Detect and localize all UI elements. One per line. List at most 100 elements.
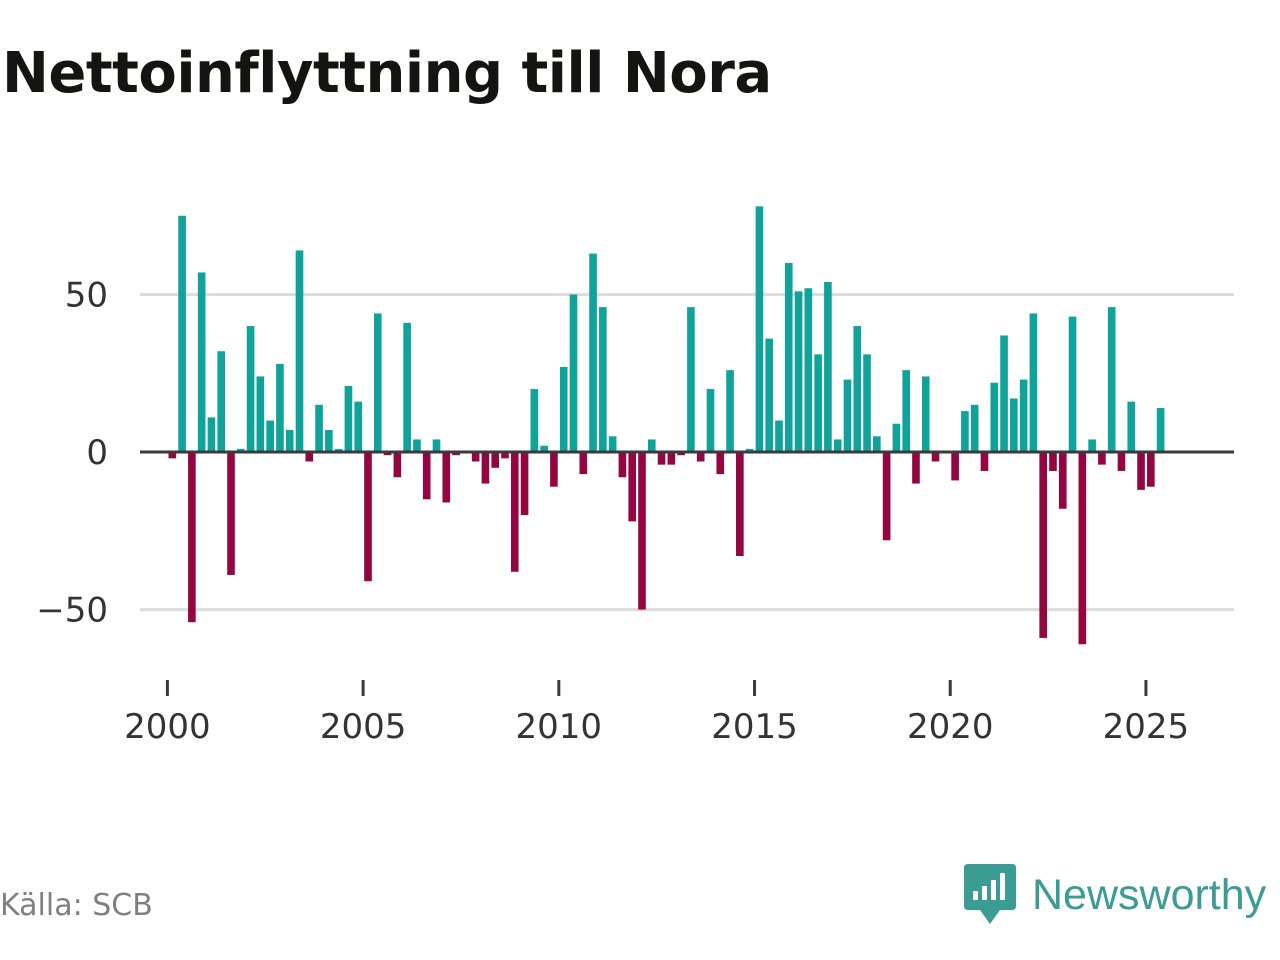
bar-2019-q3	[931, 452, 940, 462]
x-axis: 2000 2005 2010 2015 2020 2025	[124, 680, 1189, 747]
bar-2024-q4	[1137, 452, 1145, 490]
bar-2018-q1	[873, 436, 881, 453]
y-tick-label: −50	[36, 591, 108, 631]
bar-2013-q4	[706, 389, 715, 453]
bar-2005-q1	[364, 452, 372, 582]
bar-2017-q4	[863, 354, 871, 453]
bar-2009-q2	[530, 389, 539, 453]
x-tick-label: 2010	[516, 707, 603, 747]
bar-2022-q1	[1029, 313, 1038, 453]
bar-2012-q2	[647, 439, 656, 453]
bar-2010-q4	[589, 253, 597, 453]
bar-2023-q4	[1098, 452, 1106, 465]
bar-2021-q4	[1019, 379, 1028, 453]
x-tick-label: 2000	[124, 707, 211, 747]
bar-2004-q4	[354, 401, 363, 453]
bar-2001-q4	[236, 448, 245, 453]
bar-2023-q2	[1078, 452, 1087, 645]
bar-2000-q3	[188, 452, 196, 623]
bar-2002-q1	[246, 326, 255, 453]
bar-2004-q1	[325, 430, 333, 453]
bar-2003-q2	[295, 250, 304, 453]
bar-2007-q2	[452, 452, 460, 456]
bar-2012-q1	[638, 452, 646, 610]
bar-2001-q3	[227, 452, 235, 575]
source-note: Källa: SCB	[0, 888, 153, 923]
bar-2022-q4	[1058, 452, 1067, 509]
x-tick-label: 2020	[907, 707, 994, 747]
bar-2019-q2	[921, 376, 930, 453]
bar-2024-q2	[1117, 452, 1126, 471]
gridlines	[140, 293, 1234, 612]
bar-2016-q1	[794, 291, 803, 453]
x-tick-label: 2025	[1103, 707, 1190, 747]
bar-2000-q4	[197, 272, 206, 453]
bar-2009-q4	[550, 452, 558, 487]
bar-2012-q4	[667, 452, 676, 465]
bar-2023-q1	[1068, 316, 1077, 453]
bar-2009-q1	[520, 452, 529, 516]
bar-2011-q1	[599, 307, 607, 453]
brand-logo: Newsworthy	[964, 864, 1266, 926]
bar-2011-q2	[608, 436, 617, 453]
bar-2011-q3	[618, 452, 627, 478]
bar-2002-q2	[256, 376, 265, 453]
bar-2008-q3	[501, 452, 509, 459]
bar-2014-q1	[716, 452, 725, 475]
bar-2003-q4	[315, 404, 323, 453]
bar-2013-q2	[687, 307, 695, 453]
bar-2022-q3	[1049, 452, 1057, 471]
bar-2020-q2	[961, 411, 969, 453]
bar-2006-q4	[432, 439, 441, 453]
bar-2021-q3	[1010, 398, 1018, 453]
bar-2000-q2	[178, 215, 186, 453]
bar-2022-q2	[1039, 452, 1047, 638]
bar-2007-q1	[442, 452, 451, 503]
x-tick-label: 2015	[711, 707, 798, 747]
bar-2018-q4	[902, 370, 911, 453]
bar-2018-q2	[882, 452, 891, 541]
bar-2001-q1	[207, 417, 216, 453]
bar-2007-q4	[471, 452, 480, 462]
bar-2020-q4	[980, 452, 989, 471]
brand-name: Newsworthy	[1032, 871, 1267, 919]
bar-2025-q1	[1147, 452, 1155, 487]
bar-2010-q2	[569, 294, 578, 453]
bar-2024-q3	[1127, 401, 1136, 453]
bar-2008-q2	[491, 452, 500, 468]
bar-2023-q3	[1088, 439, 1096, 453]
bar-2002-q3	[266, 420, 274, 453]
bar-2001-q2	[217, 351, 226, 453]
bar-2010-q1	[559, 366, 568, 453]
bar-2025-q2	[1156, 407, 1165, 453]
y-axis: −50 0 50	[36, 276, 108, 631]
bar-2015-q1	[755, 206, 764, 453]
bar-2003-q3	[305, 452, 314, 462]
bar-2021-q2	[1000, 335, 1008, 453]
bar-2020-q3	[970, 404, 979, 453]
x-tick-label: 2005	[320, 707, 407, 747]
bar-2010-q3	[579, 452, 588, 475]
bar-2018-q3	[892, 423, 901, 453]
newsworthy-logo-icon	[964, 864, 1016, 924]
bar-2002-q4	[276, 363, 284, 453]
bar-2012-q3	[657, 452, 666, 465]
bar-2013-q1	[677, 452, 685, 456]
bar-2006-q2	[413, 439, 421, 453]
bar-2024-q1	[1107, 307, 1116, 453]
bar-2017-q3	[853, 326, 862, 453]
bar-2004-q3	[344, 385, 353, 453]
bar-2005-q3	[383, 452, 392, 456]
bar-2013-q3	[696, 452, 705, 462]
bar-2016-q3	[814, 354, 822, 453]
bar-2015-q2	[765, 338, 774, 453]
bar-2015-q4	[784, 263, 793, 453]
bar-2014-q2	[726, 370, 734, 453]
bar-2017-q1	[833, 439, 842, 453]
bar-2000-q1	[168, 452, 177, 459]
bar-2006-q3	[422, 452, 431, 500]
bar-2020-q1	[951, 452, 959, 481]
bar-2009-q3	[540, 445, 548, 453]
bars	[168, 206, 1165, 645]
bar-2016-q4	[824, 281, 832, 453]
